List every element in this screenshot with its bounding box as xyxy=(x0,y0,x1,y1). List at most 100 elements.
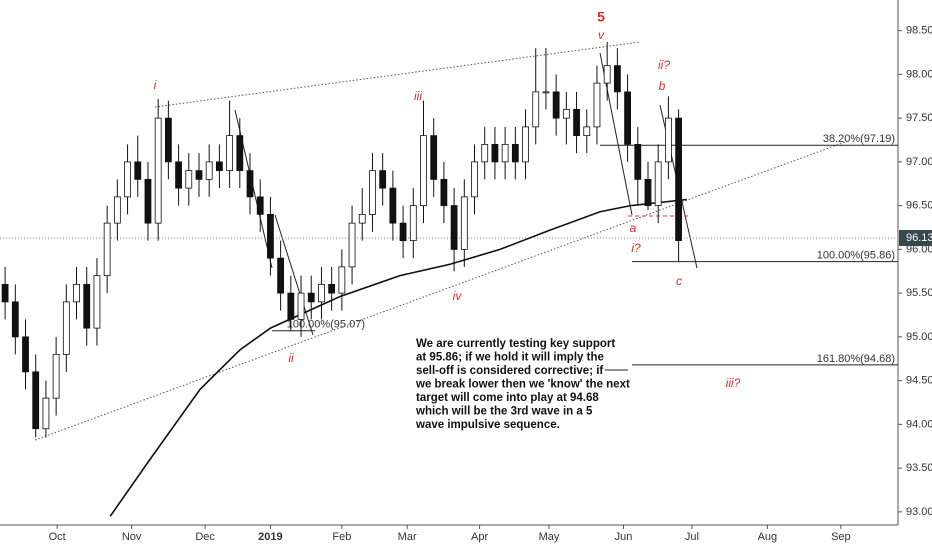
candle-body xyxy=(226,135,234,172)
x-tick-label: Feb xyxy=(332,531,351,543)
candle-body xyxy=(450,205,458,250)
candle-body xyxy=(613,65,621,93)
fib-label: 38.20%(97.19) xyxy=(823,133,895,145)
annotation-line: we break lower then we 'know' the next xyxy=(415,379,630,391)
wave-label: iv xyxy=(453,289,463,303)
candle-body xyxy=(389,187,397,224)
candle-body xyxy=(205,161,213,180)
x-tick-label: 2019 xyxy=(258,531,282,543)
candle-body xyxy=(83,283,91,329)
upper-trendline xyxy=(154,41,641,108)
x-tick-label: Nov xyxy=(122,531,142,543)
candle-body xyxy=(32,371,40,430)
candle-body xyxy=(634,143,642,180)
candle-body xyxy=(358,213,366,224)
candle-body xyxy=(215,161,223,172)
candle-body xyxy=(593,82,601,128)
annotation-line: which will be the 3rd wave in a 5 xyxy=(415,406,593,418)
x-tick-label: Oct xyxy=(49,531,66,543)
wave-label: b xyxy=(659,79,666,93)
candle-body xyxy=(491,143,499,163)
candle-body xyxy=(113,196,121,224)
candle-body xyxy=(277,257,285,294)
candle-body xyxy=(654,161,662,207)
annotation-line: at 95.86; if we hold it will imply the xyxy=(416,352,604,364)
fib-label: 161.80%(94.68) xyxy=(817,353,895,365)
wave-label: i xyxy=(154,78,157,92)
candle-body xyxy=(11,301,19,338)
x-tick-label: Jul xyxy=(685,531,699,543)
annotation-line: sell-off is considered corrective; if xyxy=(416,365,603,377)
candle-body xyxy=(522,126,529,163)
candle-body xyxy=(22,336,29,373)
candle-body xyxy=(134,161,142,180)
wave-label: ii? xyxy=(658,58,670,72)
annotation-line: wave impulsive sequence. xyxy=(415,419,560,431)
candle-body xyxy=(195,170,203,180)
wave-label: c xyxy=(676,274,682,288)
candle-body xyxy=(420,135,427,207)
candle-body xyxy=(644,178,652,207)
candle-body xyxy=(409,205,417,242)
wave-label: i? xyxy=(631,241,641,255)
x-tick-label: Dec xyxy=(195,531,215,543)
candle-body xyxy=(185,170,193,189)
lower-trendline xyxy=(34,141,846,441)
candle-body xyxy=(562,108,570,119)
wave-label: 5 xyxy=(597,9,605,25)
y-tick-label: 94.50 xyxy=(906,375,932,387)
y-tick-label: 95.50 xyxy=(906,287,932,299)
y-tick-label: 95.00 xyxy=(906,331,932,343)
moving-average xyxy=(109,198,687,517)
y-tick-label: 93.00 xyxy=(906,506,932,518)
candle-body xyxy=(664,117,672,163)
candle-body xyxy=(338,266,346,294)
x-tick-label: Apr xyxy=(471,531,488,543)
candle-body xyxy=(154,117,162,224)
candle-body xyxy=(440,178,448,207)
candle-body xyxy=(93,275,101,329)
candle-body xyxy=(573,108,580,137)
candle-body xyxy=(52,353,60,399)
candle-body xyxy=(175,161,182,189)
annotation-line: We are currently testing key support xyxy=(416,338,615,350)
x-tick-label: Mar xyxy=(398,531,417,543)
wave-line xyxy=(274,214,314,336)
x-tick-label: Aug xyxy=(758,531,778,543)
candle-body xyxy=(430,135,438,180)
wave-label: iii xyxy=(414,89,422,103)
candle-body xyxy=(675,117,683,242)
candle-body xyxy=(144,178,152,224)
candle-body xyxy=(62,301,70,355)
x-tick-label: May xyxy=(539,531,560,543)
candle-body xyxy=(399,222,407,242)
candle-body xyxy=(256,196,264,215)
y-tick-label: 97.00 xyxy=(906,156,932,168)
candle-body xyxy=(236,135,244,172)
y-tick-label: 96.00 xyxy=(906,243,932,255)
wave-label: iii? xyxy=(726,376,741,390)
wave-label: a xyxy=(630,221,637,235)
candle-body xyxy=(1,283,9,303)
wave-label: v xyxy=(598,28,605,42)
candle-body xyxy=(511,143,519,163)
candle-body xyxy=(471,161,478,198)
candle-body xyxy=(73,283,80,303)
candle-body xyxy=(532,91,540,128)
candle-body xyxy=(542,91,550,94)
candle-body xyxy=(369,170,376,215)
candle-body xyxy=(318,283,325,303)
candle-body xyxy=(307,292,315,303)
candle-body xyxy=(603,65,611,84)
candle-body xyxy=(246,170,254,198)
x-tick-label: Sep xyxy=(831,531,851,543)
candle-body xyxy=(583,126,591,137)
candle-body xyxy=(124,161,131,198)
y-tick-label: 98.00 xyxy=(906,68,932,80)
candle-body xyxy=(460,196,468,250)
candle-body xyxy=(103,222,111,277)
y-tick-label: 97.50 xyxy=(906,112,932,124)
fib-label: 100.00%(95.07) xyxy=(287,319,365,331)
candle-body xyxy=(164,117,172,163)
